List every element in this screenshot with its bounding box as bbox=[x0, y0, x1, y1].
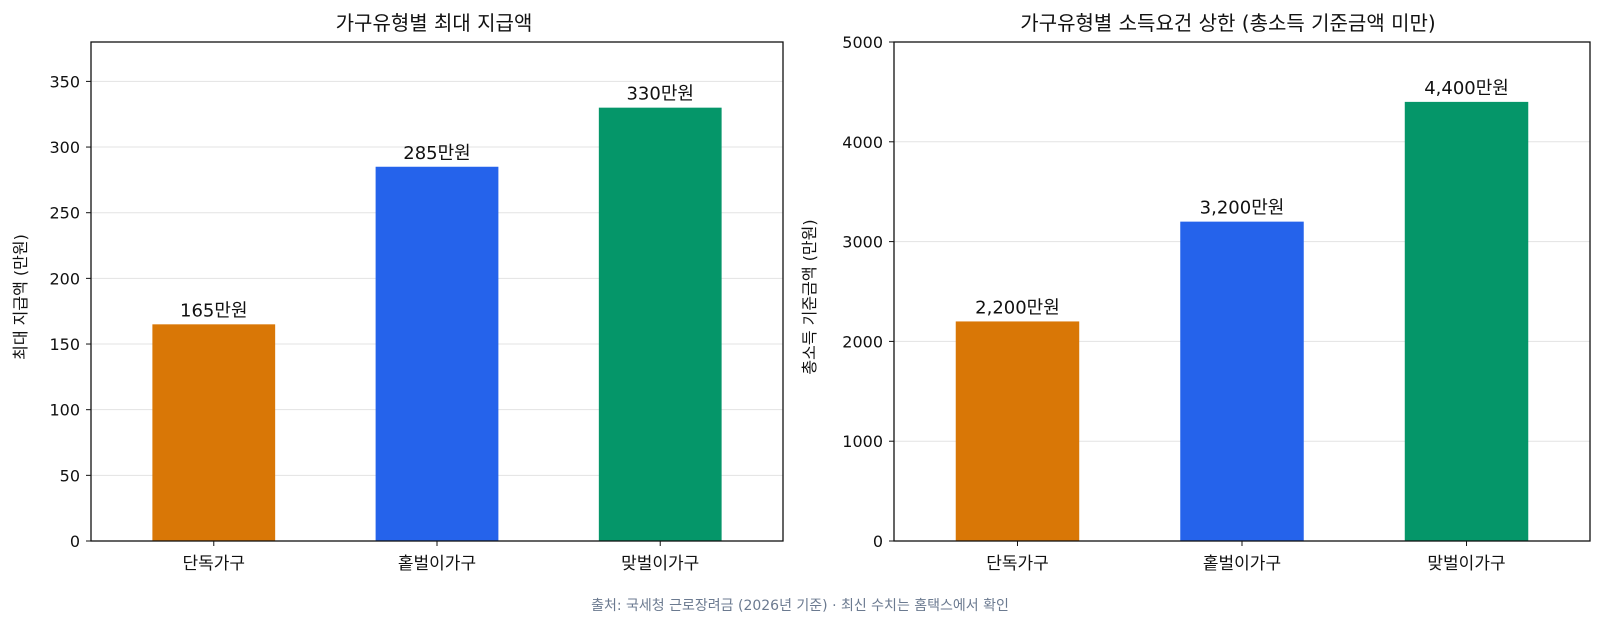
y-tick-label: 50 bbox=[60, 466, 80, 485]
plot-frame bbox=[893, 41, 1591, 542]
y-tick-label: 300 bbox=[49, 138, 80, 157]
y-tick-label: 350 bbox=[49, 72, 80, 91]
bar bbox=[598, 107, 722, 541]
x-tick-label: 맞벌이가구 bbox=[621, 554, 699, 574]
y-tick-label: 150 bbox=[49, 335, 80, 354]
plot-frame bbox=[90, 41, 784, 542]
y-tick-label: 200 bbox=[49, 269, 80, 288]
y-tick-label: 0 bbox=[70, 532, 80, 551]
y-tick-label: 3000 bbox=[842, 233, 883, 252]
chart-title: 가구유형별 최대 지급액 bbox=[336, 11, 533, 35]
chart-income-threshold: 가구유형별 소득요건 상한 (총소득 기준금액 미만) 총소득 기준금액 (만원… bbox=[800, 11, 1591, 574]
y-tick-label: 4000 bbox=[842, 133, 883, 152]
data-label: 3,200만원 bbox=[1200, 198, 1285, 219]
y-tick-label: 2000 bbox=[842, 332, 883, 351]
y-tick-label: 250 bbox=[49, 204, 80, 223]
data-label: 330만원 bbox=[626, 84, 693, 105]
y-tick-label: 1000 bbox=[842, 432, 883, 451]
y-tick-label: 100 bbox=[49, 401, 80, 420]
x-tick-label: 홑벌이가구 bbox=[1203, 554, 1281, 574]
source-note: 출처: 국세청 근로장려금 (2026년 기준) · 최신 수치는 홈택스에서 … bbox=[591, 598, 1009, 614]
y-tick-label: 0 bbox=[873, 532, 883, 551]
data-label: 165만원 bbox=[180, 300, 247, 321]
data-label: 2,200만원 bbox=[975, 297, 1060, 318]
bar bbox=[152, 324, 276, 541]
x-tick-label: 홑벌이가구 bbox=[398, 554, 476, 574]
y-axis-label: 최대 지급액 (만원) bbox=[11, 234, 30, 360]
bar bbox=[1404, 101, 1529, 541]
data-label: 285만원 bbox=[403, 143, 470, 164]
y-axis-label: 총소득 기준금액 (만원) bbox=[800, 219, 819, 374]
bar bbox=[375, 166, 499, 541]
data-label: 4,400만원 bbox=[1424, 78, 1509, 99]
x-tick-label: 단독가구 bbox=[182, 554, 245, 574]
y-tick-label: 5000 bbox=[842, 33, 883, 52]
x-tick-label: 맞벌이가구 bbox=[1427, 554, 1505, 574]
chart-title: 가구유형별 소득요건 상한 (총소득 기준금액 미만) bbox=[1020, 11, 1435, 35]
bar bbox=[1180, 221, 1304, 541]
bar bbox=[955, 321, 1080, 541]
x-tick-label: 단독가구 bbox=[986, 554, 1049, 574]
